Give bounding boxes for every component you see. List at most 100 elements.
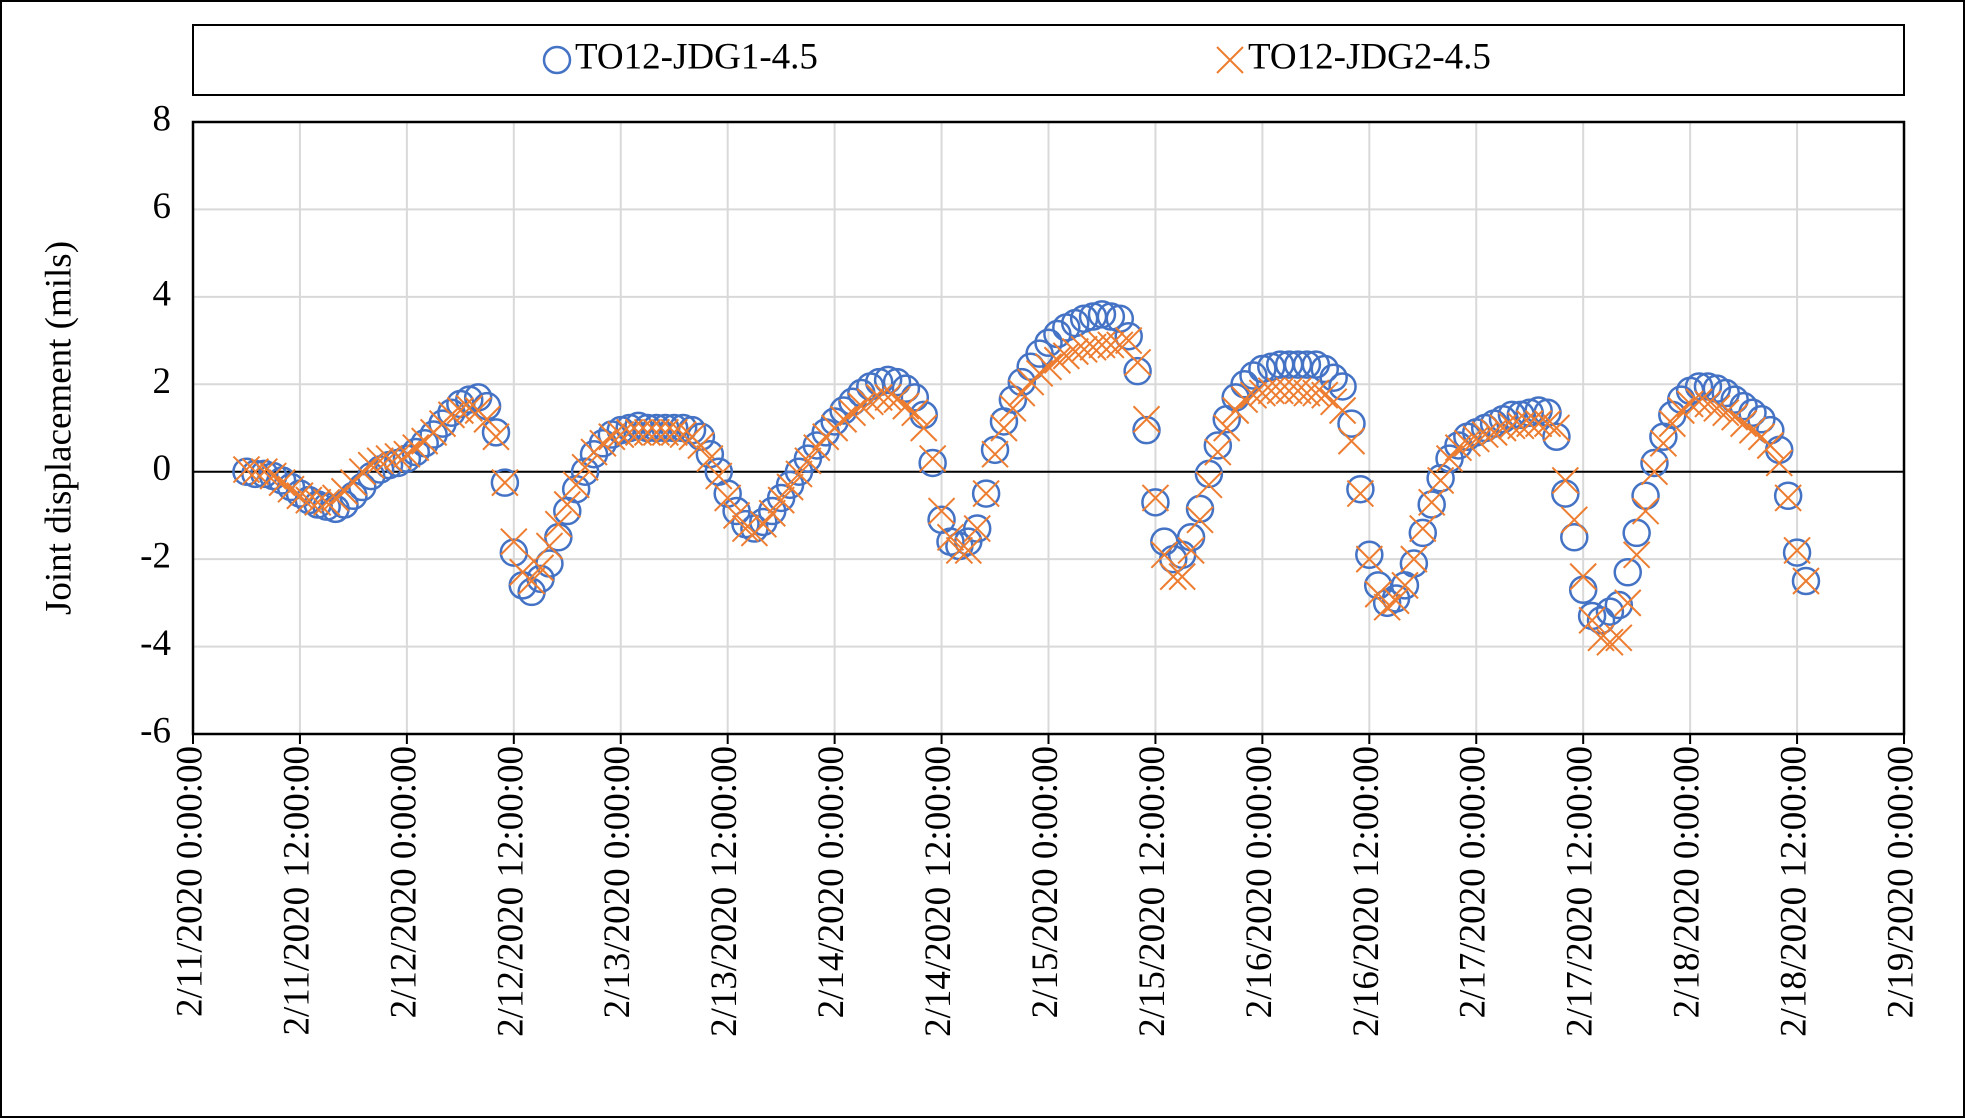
y-tick-label: -4 [140, 623, 171, 664]
data-point [1097, 331, 1125, 359]
data-point [1034, 328, 1063, 358]
data-point [1052, 342, 1081, 370]
data-point [1141, 488, 1170, 517]
data-point [1613, 558, 1642, 587]
data-point [1034, 353, 1063, 381]
data-point [918, 448, 947, 478]
data-point [321, 484, 350, 512]
data-point [1177, 536, 1205, 565]
data-point [1302, 379, 1330, 407]
data-point [696, 444, 724, 473]
data-point [490, 468, 520, 497]
data-point [758, 499, 786, 527]
data-point [1765, 449, 1793, 477]
data-point [482, 423, 510, 451]
data-point [419, 420, 448, 449]
data-point [1542, 414, 1571, 442]
data-point [570, 457, 600, 486]
data-point [1346, 479, 1375, 508]
data-point [1310, 354, 1340, 384]
data-point [1284, 377, 1312, 405]
data-point [1141, 484, 1170, 512]
data-point [1373, 593, 1401, 621]
data-point [990, 414, 1018, 442]
data-point [526, 554, 555, 582]
data-point [1337, 427, 1366, 455]
data-point [803, 433, 831, 462]
data-point [1658, 409, 1687, 438]
data-point [838, 398, 867, 427]
data-point [1426, 464, 1455, 493]
data-point [437, 401, 466, 429]
data-point [428, 409, 457, 438]
data-point [295, 486, 323, 514]
data-point [392, 444, 422, 473]
data-point [553, 490, 581, 519]
data-point [1631, 481, 1660, 511]
data-point [402, 433, 430, 462]
data-point [829, 405, 858, 433]
data-point [1114, 326, 1143, 355]
x-tick-label: 2/11/2020 0:00:00 [169, 746, 210, 1017]
data-point [1631, 497, 1660, 525]
data-point [1774, 484, 1802, 512]
data-point [259, 462, 287, 490]
data-point [1783, 536, 1811, 565]
data-point [348, 458, 377, 486]
data-point [776, 473, 804, 501]
data-point [1293, 379, 1321, 407]
data-point [1061, 337, 1089, 366]
data-point [1720, 403, 1749, 431]
data-point [1640, 448, 1669, 478]
data-point [1756, 415, 1785, 445]
data-point [1703, 394, 1731, 423]
data-point [1355, 545, 1384, 573]
data-point [1684, 372, 1714, 401]
data-point [963, 514, 991, 543]
y-axis-label: Joint displacement (mils) [38, 241, 79, 615]
data-point [1444, 433, 1473, 462]
data-point [1025, 339, 1054, 368]
data-point [918, 444, 947, 473]
legend-box [192, 24, 1905, 96]
data-point [1364, 580, 1392, 608]
data-point [481, 418, 511, 447]
data-point [882, 367, 912, 397]
data-point [1685, 388, 1713, 416]
y-tick-label: -6 [140, 710, 171, 751]
data-point [1168, 562, 1196, 591]
data-point [1185, 494, 1215, 524]
data-point [1533, 409, 1562, 438]
data-point [1782, 538, 1812, 567]
x-tick-label: 2/18/2020 12:00:00 [1774, 746, 1815, 1037]
data-point [971, 479, 1001, 508]
data-point [705, 462, 733, 490]
data-point [820, 407, 849, 436]
data-point [1729, 409, 1758, 438]
data-point [1008, 379, 1036, 407]
data-point [1132, 405, 1161, 433]
data-point [268, 468, 296, 497]
data-point [241, 458, 270, 486]
data-point [794, 447, 822, 475]
data-point [571, 453, 599, 482]
data-point [1070, 335, 1098, 364]
data-point [660, 418, 688, 447]
data-point [945, 536, 974, 565]
data-point [900, 383, 930, 412]
x-tick-label: 2/13/2020 0:00:00 [597, 746, 638, 1018]
data-point [1203, 431, 1233, 460]
data-point [1221, 396, 1250, 425]
x-tick-label: 2/17/2020 12:00:00 [1560, 746, 1601, 1037]
data-point [874, 383, 902, 412]
x-tick-label: 2/18/2020 0:00:00 [1667, 746, 1708, 1018]
y-tick-label: 2 [153, 361, 172, 402]
data-point [891, 374, 921, 403]
data-point [1204, 438, 1232, 466]
data-point [535, 532, 564, 560]
data-point [1007, 367, 1037, 397]
data-point [579, 439, 609, 469]
data-point [517, 567, 546, 595]
data-point [651, 418, 680, 447]
y-tick-label: -2 [140, 536, 171, 577]
